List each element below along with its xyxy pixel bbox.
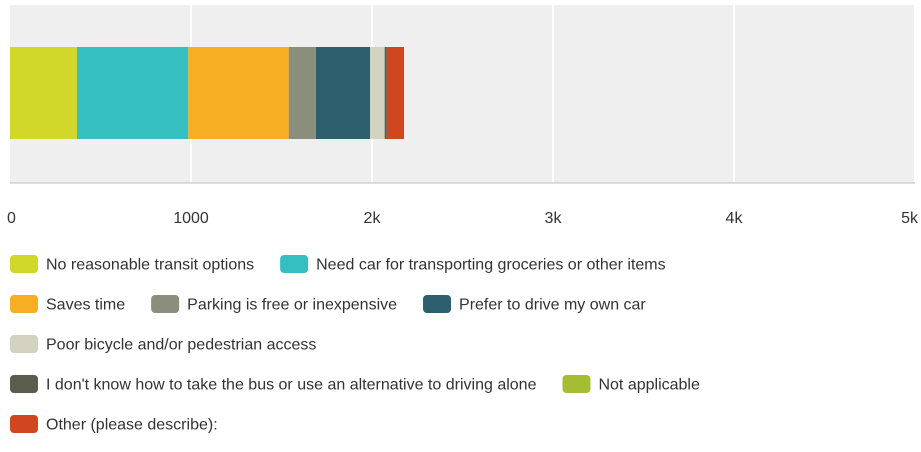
x-tick-labels: 0 1000 2k 3k 4k 5k [7,210,919,227]
bar-segment[interactable]: Prefer to drive my own car [315,47,371,139]
legend-item[interactable]: No reasonable transit options [10,255,254,274]
legend-item[interactable]: Parking is free or inexpensive [151,295,397,314]
legend-item[interactable]: I don't know how to take the bus or use … [10,375,537,394]
x-tick-label: 4k [726,210,744,227]
legend-item[interactable]: Saves time [10,295,125,314]
legend-item[interactable]: Need car for transporting groceries or o… [280,255,666,274]
bar-segment[interactable]: Saves time [188,47,289,139]
legend-label: Saves time [46,297,125,314]
legend-swatch [10,295,38,313]
x-tick-label: 2k [364,210,382,227]
legend-item[interactable]: Not applicable [562,375,700,394]
legend-label: Parking is free or inexpensive [187,297,397,314]
bar-segment[interactable]: No reasonable transit options [10,47,77,139]
legend-label: Not applicable [598,377,700,394]
legend-swatch [151,295,180,313]
legend-label: Prefer to drive my own car [459,297,646,314]
x-tick-label: 1000 [173,210,209,227]
legend-item[interactable]: Other (please describe): [10,415,218,434]
legend-label: I don't know how to take the bus or use … [46,377,537,394]
legend-item[interactable]: Prefer to drive my own car [423,295,646,314]
bar-segment[interactable]: Other (please describe): [386,47,405,139]
legend-label: Poor bicycle and/or pedestrian access [46,337,316,354]
x-tick-label: 0 [7,210,16,227]
legend-swatch [562,375,591,393]
legend-swatch [10,255,38,273]
bar-segment[interactable]: I don't know how to take the bus or use … [384,47,387,139]
legend-item[interactable]: Poor bicycle and/or pedestrian access [10,335,316,354]
legend-label: Other (please describe): [46,417,218,434]
x-tick-label: 3k [545,210,563,227]
legend-swatch [10,375,38,393]
bar-segment[interactable]: Need car for transporting groceries or o… [76,47,189,139]
legend-swatch [423,295,452,313]
bar-segment[interactable]: Parking is free or inexpensive [288,47,316,139]
legend-label: Need car for transporting groceries or o… [316,257,665,274]
legend: No reasonable transit options Need car fo… [10,255,700,434]
legend-label: No reasonable transit options [46,257,254,274]
legend-swatch [280,255,309,273]
x-tick-label: 5k [901,210,919,227]
bar-segment[interactable]: Poor bicycle and/or pedestrian access [370,47,385,139]
legend-swatch [10,415,38,433]
legend-swatch [10,335,38,353]
